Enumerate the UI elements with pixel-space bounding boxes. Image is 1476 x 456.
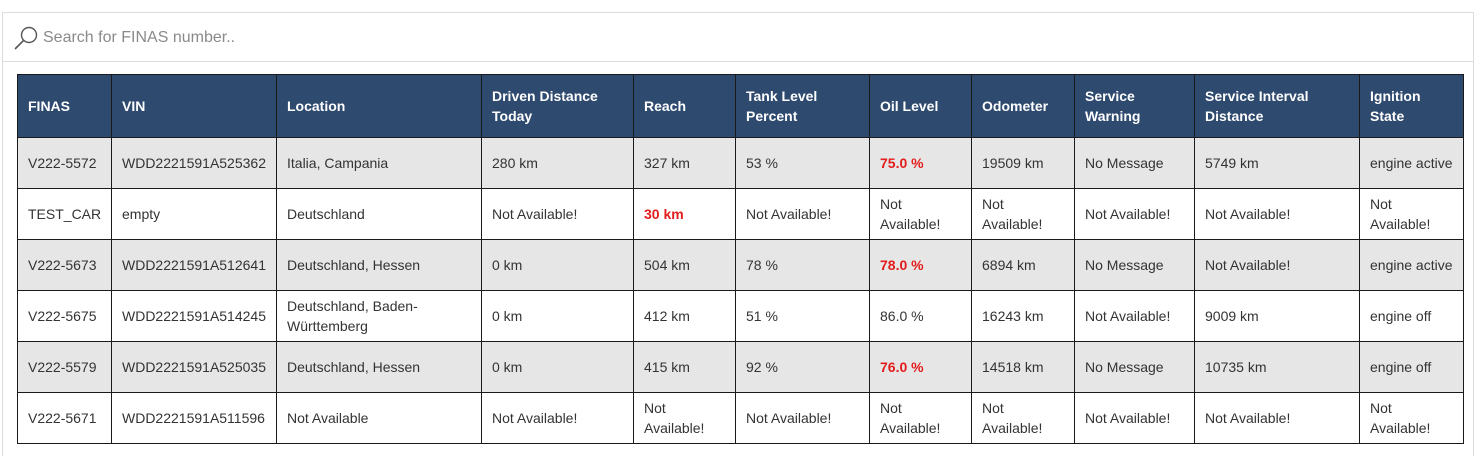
cell-location: Deutschland, Hessen — [276, 341, 482, 393]
cell-service-warning: Not Available! — [1074, 392, 1195, 444]
cell-reach: 412 km — [633, 290, 736, 342]
table-panel: FINAS VIN Location Driven Distance Today… — [2, 62, 1474, 456]
table-row[interactable]: V222-5671 WDD2221591A511596 Not Available N… — [17, 392, 1464, 444]
cell-tank-level-percent: 92 % — [735, 341, 870, 393]
cell-odometer: Not Available! — [971, 188, 1075, 240]
table-body: V222-5572 WDD2221591A525362 Italia, Campan… — [17, 137, 1464, 444]
table-row[interactable]: V222-5675 WDD2221591A514245 Deutschland, B… — [17, 290, 1464, 342]
cell-driven-distance-today: 0 km — [481, 341, 634, 393]
cell-driven-distance-today: Not Available! — [481, 188, 634, 240]
search-icon[interactable] — [12, 24, 40, 52]
cell-service-warning: No Message — [1074, 341, 1195, 393]
cell-vin: empty — [111, 188, 277, 240]
column-header-vin[interactable]: VIN — [111, 74, 277, 138]
cell-odometer: Not Available! — [971, 392, 1075, 444]
cell-reach: 415 km — [633, 341, 736, 393]
cell-service-warning: Not Available! — [1074, 188, 1195, 240]
cell-reach: 30 km — [633, 188, 736, 240]
cell-service-interval-distance: Not Available! — [1194, 392, 1360, 444]
cell-service-warning: No Message — [1074, 137, 1195, 189]
cell-reach: 327 km — [633, 137, 736, 189]
column-header-location[interactable]: Location — [276, 74, 482, 138]
cell-ignition-state: engine off — [1359, 290, 1464, 342]
column-header-driven-distance-today[interactable]: Driven Distance Today — [481, 74, 634, 138]
column-header-odometer[interactable]: Odometer — [971, 74, 1075, 138]
cell-oil-level: Not Available! — [869, 392, 972, 444]
table-header-row: FINAS VIN Location Driven Distance Today… — [17, 74, 1464, 138]
cell-reach: Not Available! — [633, 392, 736, 444]
cell-driven-distance-today: 0 km — [481, 290, 634, 342]
cell-driven-distance-today: 0 km — [481, 239, 634, 291]
cell-vin: WDD2221591A514245 — [111, 290, 277, 342]
cell-oil-level: 78.0 % — [869, 239, 972, 291]
cell-odometer: 16243 km — [971, 290, 1075, 342]
cell-location: Not Available — [276, 392, 482, 444]
column-header-ignition-state[interactable]: Ignition State — [1359, 74, 1464, 138]
cell-tank-level-percent: 78 % — [735, 239, 870, 291]
cell-tank-level-percent: 51 % — [735, 290, 870, 342]
cell-service-warning: Not Available! — [1074, 290, 1195, 342]
cell-tank-level-percent: Not Available! — [735, 392, 870, 444]
cell-oil-level: 86.0 % — [869, 290, 972, 342]
cell-odometer: 14518 km — [971, 341, 1075, 393]
column-header-service-interval-distance[interactable]: Service Interval Distance — [1194, 74, 1360, 138]
column-header-oil-level[interactable]: Oil Level — [869, 74, 972, 138]
cell-ignition-state: Not Available! — [1359, 188, 1464, 240]
cell-finas: V222-5673 — [17, 239, 112, 291]
search-bar — [2, 12, 1474, 62]
cell-odometer: 6894 km — [971, 239, 1075, 291]
column-header-reach[interactable]: Reach — [633, 74, 736, 138]
table-row[interactable]: TEST_CAR empty Deutschland Not Available! 30… — [17, 188, 1464, 240]
vehicle-table: FINAS VIN Location Driven Distance Today… — [17, 74, 1464, 444]
cell-finas: V222-5579 — [17, 341, 112, 393]
search-input[interactable] — [43, 23, 1463, 53]
cell-vin: WDD2221591A512641 — [111, 239, 277, 291]
cell-finas: V222-5671 — [17, 392, 112, 444]
cell-odometer: 19509 km — [971, 137, 1075, 189]
cell-finas: TEST_CAR — [17, 188, 112, 240]
table-row[interactable]: V222-5579 WDD2221591A525035 Deutschland, H… — [17, 341, 1464, 393]
cell-driven-distance-today: Not Available! — [481, 392, 634, 444]
cell-vin: WDD2221591A525362 — [111, 137, 277, 189]
cell-vin: WDD2221591A511596 — [111, 392, 277, 444]
cell-ignition-state: Not Available! — [1359, 392, 1464, 444]
table-row[interactable]: V222-5572 WDD2221591A525362 Italia, Campan… — [17, 137, 1464, 189]
cell-service-interval-distance: 5749 km — [1194, 137, 1360, 189]
cell-oil-level: 75.0 % — [869, 137, 972, 189]
cell-service-interval-distance: 9009 km — [1194, 290, 1360, 342]
column-header-finas[interactable]: FINAS — [17, 74, 112, 138]
cell-ignition-state: engine active — [1359, 239, 1464, 291]
cell-oil-level: Not Available! — [869, 188, 972, 240]
cell-tank-level-percent: Not Available! — [735, 188, 870, 240]
cell-ignition-state: engine active — [1359, 137, 1464, 189]
cell-location: Deutschland, Hessen — [276, 239, 482, 291]
cell-finas: V222-5572 — [17, 137, 112, 189]
cell-finas: V222-5675 — [17, 290, 112, 342]
cell-service-warning: No Message — [1074, 239, 1195, 291]
cell-vin: WDD2221591A525035 — [111, 341, 277, 393]
cell-location: Deutschland, Baden-Württemberg — [276, 290, 482, 342]
cell-location: Deutschland — [276, 188, 482, 240]
column-header-tank-level-percent[interactable]: Tank Level Percent — [735, 74, 870, 138]
column-header-service-warning[interactable]: Service Warning — [1074, 74, 1195, 138]
cell-service-interval-distance: Not Available! — [1194, 239, 1360, 291]
cell-oil-level: 76.0 % — [869, 341, 972, 393]
cell-tank-level-percent: 53 % — [735, 137, 870, 189]
cell-service-interval-distance: 10735 km — [1194, 341, 1360, 393]
cell-reach: 504 km — [633, 239, 736, 291]
cell-service-interval-distance: Not Available! — [1194, 188, 1360, 240]
cell-driven-distance-today: 280 km — [481, 137, 634, 189]
cell-ignition-state: engine off — [1359, 341, 1464, 393]
table-row[interactable]: V222-5673 WDD2221591A512641 Deutschland, H… — [17, 239, 1464, 291]
cell-location: Italia, Campania — [276, 137, 482, 189]
